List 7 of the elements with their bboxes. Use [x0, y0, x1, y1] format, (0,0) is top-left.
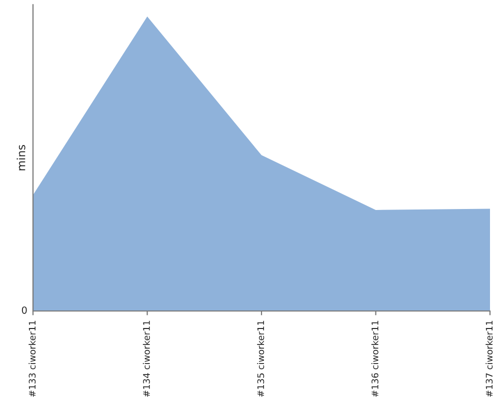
- x-tick-label: #135 ciworker11: [257, 320, 264, 397]
- x-tick-label: #134 ciworker11: [142, 320, 150, 397]
- x-tick-label: #137 ciworker11: [486, 320, 493, 397]
- text: 0: [22, 306, 27, 314]
- x-tick-label: #133 ciworker11: [28, 320, 36, 397]
- x-tick-label: #136 ciworker11: [371, 320, 378, 397]
- y-axis-title: mins: [16, 145, 26, 170]
